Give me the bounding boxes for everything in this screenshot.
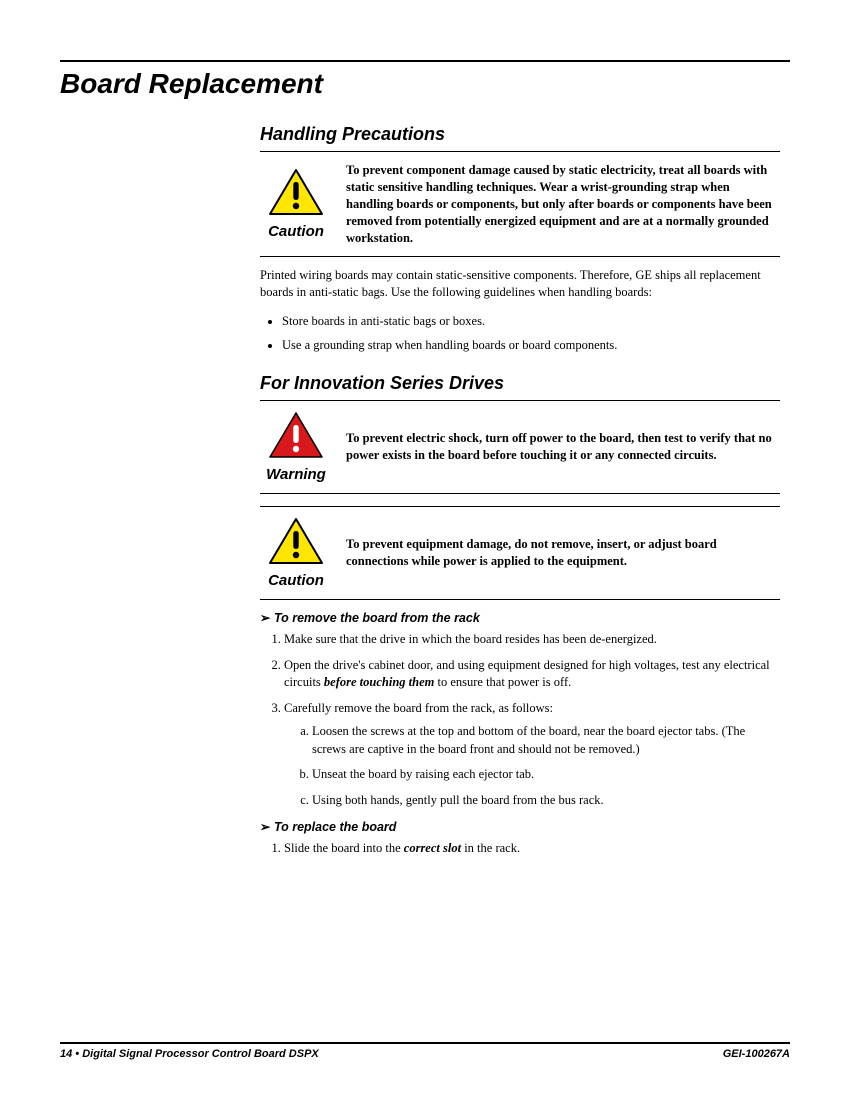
step-text: Carefully remove the board from the rack… [284, 701, 553, 715]
warning-text: To prevent electric shock, turn off powe… [346, 430, 780, 464]
caution-callout-2: Caution To prevent equipment damage, do … [260, 507, 780, 599]
caution-icon: Caution [260, 168, 332, 240]
section-innovation-title: For Innovation Series Drives [260, 373, 780, 394]
caution-label-2: Caution [260, 572, 332, 589]
content-column: Handling Precautions Caution To prevent … [260, 124, 780, 858]
caution-label-1: Caution [260, 223, 332, 240]
substep-item: Unseat the board by raising each ejector… [312, 766, 780, 784]
step-item: Make sure that the drive in which the bo… [284, 631, 780, 649]
warning-callout: Warning To prevent electric shock, turn … [260, 401, 780, 493]
footer-right: GEI-100267A [723, 1048, 790, 1060]
page-title: Board Replacement [60, 68, 790, 100]
innovation-rule-4 [260, 599, 780, 600]
top-rule [60, 60, 790, 62]
step-item: Open the drive's cabinet door, and using… [284, 657, 780, 692]
warning-icon: Warning [260, 411, 332, 483]
remove-steps: Make sure that the drive in which the bo… [284, 631, 780, 809]
caution-callout-1: Caution To prevent component damage caus… [260, 152, 780, 256]
bullet-item: Store boards in anti-static bags or boxe… [282, 311, 780, 331]
substep-item: Loosen the screws at the top and bottom … [312, 723, 780, 758]
caution-text-2: To prevent equipment damage, do not remo… [346, 536, 780, 570]
replace-heading: To replace the board [260, 819, 780, 834]
step-item: Carefully remove the board from the rack… [284, 700, 780, 810]
step-item: Slide the board into the correct slot in… [284, 840, 780, 858]
handling-rule-bottom [260, 256, 780, 257]
bullet-item: Use a grounding strap when handling boar… [282, 335, 780, 355]
footer-rule [60, 1042, 790, 1044]
section-handling-title: Handling Precautions [260, 124, 780, 145]
substep-item: Using both hands, gently pull the board … [312, 792, 780, 810]
caution-text-1: To prevent component damage caused by st… [346, 162, 780, 246]
remove-heading: To remove the board from the rack [260, 610, 780, 625]
page-footer: 14 • Digital Signal Processor Control Bo… [60, 1042, 790, 1060]
remove-substeps: Loosen the screws at the top and bottom … [312, 723, 780, 809]
caution-icon-2: Caution [260, 517, 332, 589]
handling-para: Printed wiring boards may contain static… [260, 267, 780, 301]
warning-label: Warning [260, 466, 332, 483]
handling-bullets: Store boards in anti-static bags or boxe… [282, 311, 780, 355]
replace-steps: Slide the board into the correct slot in… [284, 840, 780, 858]
footer-left: 14 • Digital Signal Processor Control Bo… [60, 1048, 319, 1060]
